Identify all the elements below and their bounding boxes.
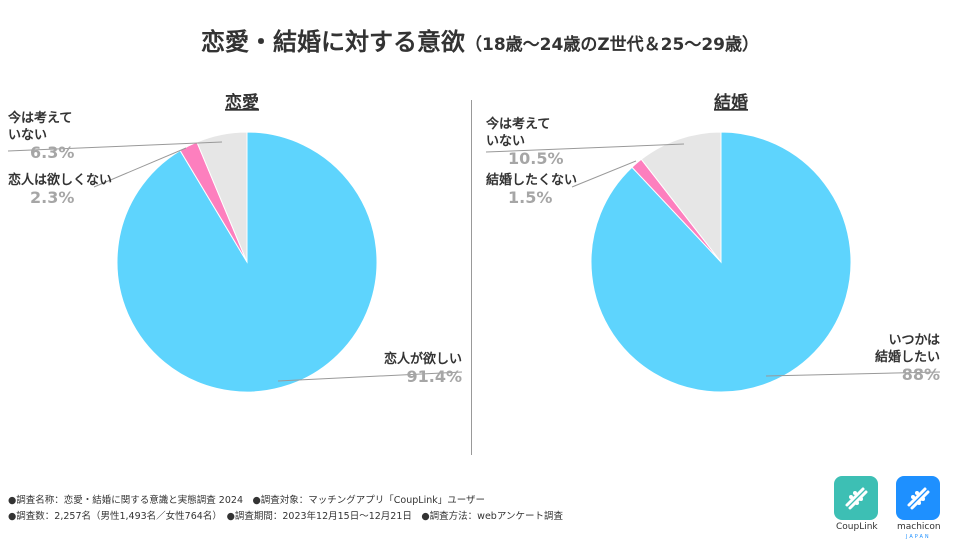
slice-label-1-3-line2: いない: [8, 128, 47, 143]
slice-label-1-1: 恋人が欲しい: [384, 351, 462, 367]
page-title: 恋愛・結婚に対する意欲（18歳～24歳のZ世代＆25～29歳）: [0, 22, 960, 57]
pie-charts: 恋愛恋人が欲しい91.4%恋人は欲しくない2.3%今は考えていない6.3%結婚い…: [7, 92, 941, 393]
leader-line-1-3: [7, 141, 223, 152]
machicon-logo-icon: [907, 487, 930, 510]
slice-value-1-2: 2.3%: [30, 188, 74, 207]
machicon-logo-text: machicon: [897, 522, 941, 532]
slice-value-2-1: 88%: [902, 365, 940, 384]
machicon-logo: [896, 476, 940, 520]
leader-line-1-2: [93, 147, 187, 188]
leader-line-2-1: [765, 371, 941, 377]
machicon-logo-subtext: JAPAN: [906, 534, 931, 540]
pie-slice-2-3: [640, 131, 722, 264]
couplink-logo: [834, 476, 878, 520]
pie-slice-1-3: [196, 131, 248, 263]
slice-value-1-1: 91.4%: [406, 367, 462, 386]
leader-line-1-1: [277, 371, 463, 382]
footnote-survey-detail: ●調査数：2,257名（男性1,493名／女性764名） ●調査期間：2023年…: [8, 511, 563, 522]
couplink-logo-text: CoupLink: [836, 522, 878, 532]
couplink-logo-icon: [845, 487, 868, 510]
footnote-survey-name: ●調査名称：恋愛・結婚に関する意識と実態調査 2024 ●調査対象：マッチングア…: [8, 495, 486, 506]
title-main: 恋愛・結婚に対する意欲: [201, 28, 466, 56]
slice-label-2-3-line1: 今は考えて: [485, 116, 550, 132]
slice-value-2-2: 1.5%: [508, 188, 552, 207]
leader-line-2-3: [485, 143, 685, 153]
slice-label-2-1-line1: いつかは: [889, 333, 940, 348]
slice-label-1-3-line1: 今は考えて: [7, 110, 72, 126]
chart-title-1: 恋愛: [225, 92, 259, 113]
divider: [471, 100, 472, 455]
slice-label-1-2: 恋人は欲しくない: [8, 172, 112, 188]
slice-label-2-3-line2: いない: [486, 134, 525, 149]
slice-value-1-3: 6.3%: [30, 143, 74, 162]
leader-line-2-2: [571, 160, 637, 188]
title-subtitle: （18歳～24歳のZ世代＆25～29歳）: [465, 35, 759, 55]
chart-title-2: 結婚: [714, 92, 748, 113]
slice-label-2-1-line2: 結婚したい: [875, 349, 940, 365]
slice-label-2-2: 結婚したくない: [486, 172, 577, 188]
slice-value-2-3: 10.5%: [508, 149, 564, 168]
